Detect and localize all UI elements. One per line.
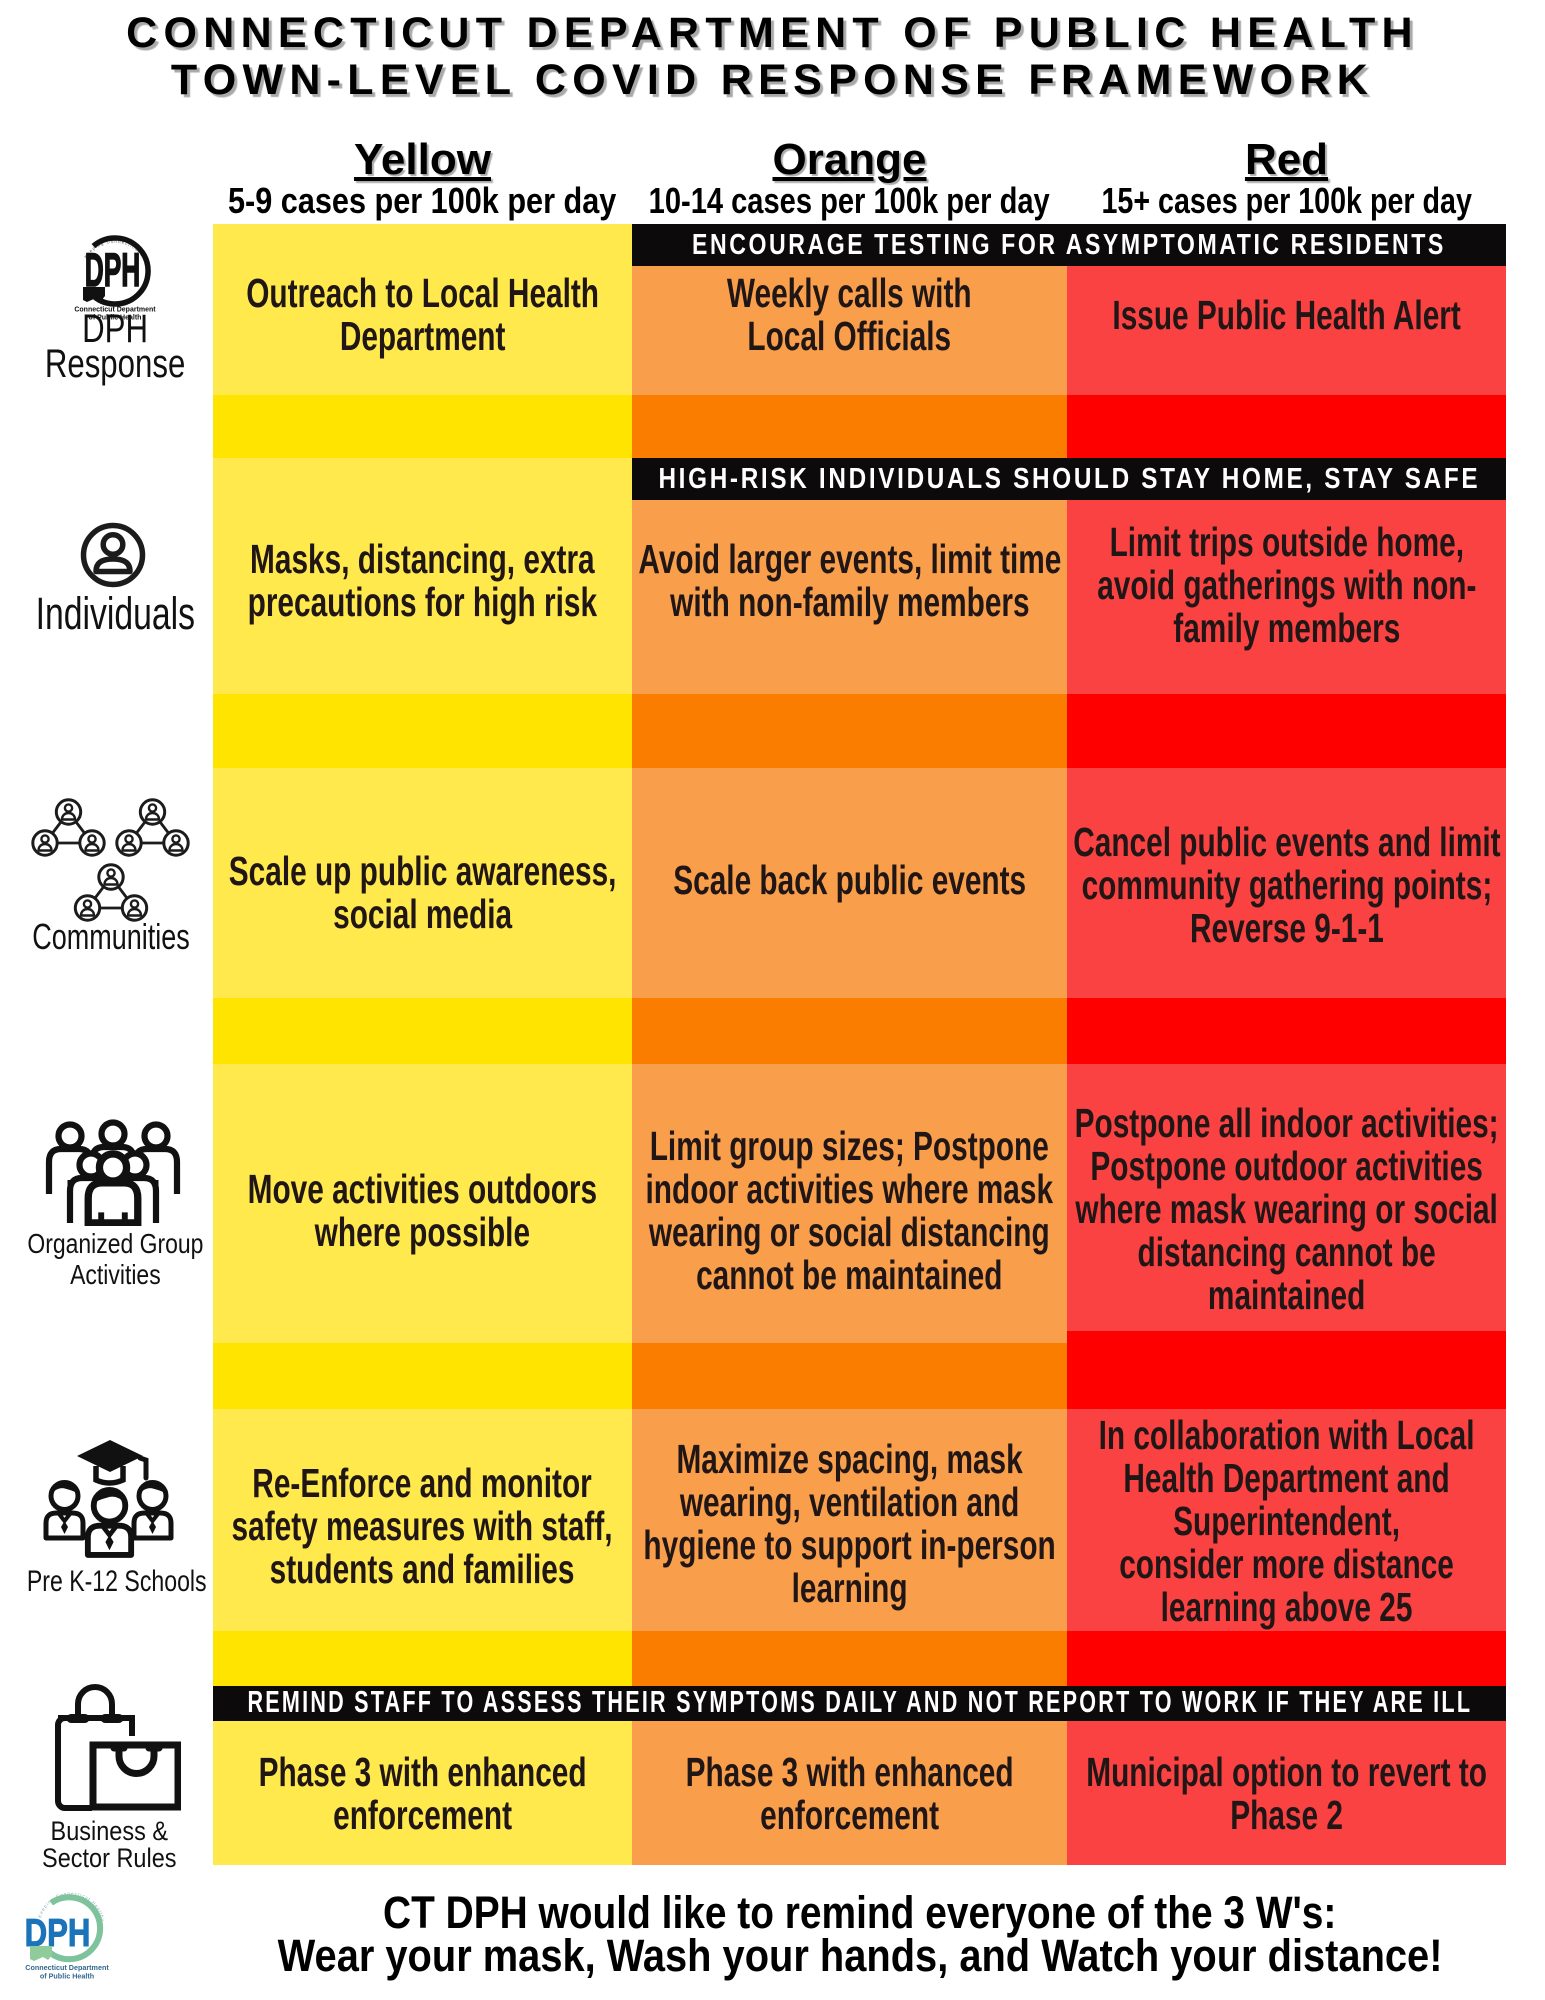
svg-text:DPH: DPH <box>85 245 141 297</box>
svg-text:Connecticut Department: Connecticut Department <box>25 1963 109 1972</box>
svg-text:Connecticut Department: Connecticut Department <box>74 307 156 314</box>
svg-text:of Public Health: of Public Health <box>40 1972 94 1981</box>
svg-text:of Public Health: of Public Health <box>89 315 142 322</box>
